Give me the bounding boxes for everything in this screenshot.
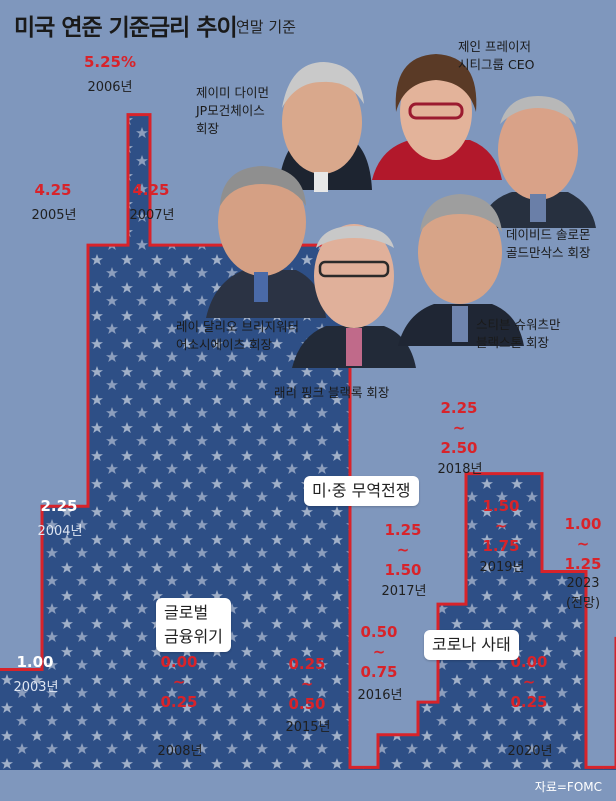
rate-label-2003: 1.00: [16, 653, 54, 671]
rate-label-2017: 1.25 ~ 1.50: [384, 521, 422, 579]
portrait-jane-fraser: [372, 54, 502, 180]
year-label-2017: 2017년: [381, 584, 427, 599]
year-label-2008: 2008년: [157, 744, 203, 759]
portrait-david-solomon: [478, 96, 596, 228]
callout-global-financial-crisis: 글로벌 금융위기: [156, 598, 231, 652]
rate-label-2007: 4.25: [132, 181, 170, 199]
rate-label-2020: 0.00 ~ 0.25: [510, 653, 548, 711]
year-label-2004: 2004년: [37, 524, 83, 539]
year-label-2019: 2019년: [479, 560, 525, 575]
callout-us-china-trade-war: 미·중 무역전쟁: [304, 476, 419, 506]
step-area-fill: [0, 114, 616, 771]
year-label-2016: 2016년: [357, 688, 403, 703]
year-label-2005: 2005년: [31, 208, 77, 223]
portrait-ray-dalio: [206, 166, 326, 318]
rate-label-2006: 5.25%: [83, 53, 137, 71]
callout-covid: 코로나 사태: [424, 630, 519, 660]
year-label-2015: 2015년: [285, 720, 331, 735]
person-label-david-solomon: 데이비드 솔로몬 골드만삭스 회장: [506, 227, 591, 260]
person-label-larry-fink: 래리 핑크 블랙록 회장: [274, 385, 390, 400]
year-label-2023: 2023 (전망): [565, 576, 601, 611]
step-bar-7: [418, 702, 438, 770]
step-line: [0, 113, 616, 769]
rate-label-2008: 0.00 ~ 0.25: [160, 653, 198, 711]
person-label-jamie-dimon: 제이미 다이먼 JP모건체이스 회장: [196, 85, 269, 136]
year-label-2007: 2007년: [129, 208, 175, 223]
step-area: [0, 113, 616, 771]
step-bar-6: [378, 735, 418, 770]
rate-label-2004: 2.25: [40, 497, 78, 515]
person-label-stephen-schwarzman: 스티븐 슈워츠만 블랙스톤 회장: [476, 317, 561, 350]
rate-label-2023: 1.00 ~ 1.25: [564, 515, 602, 573]
rate-label-2005: 4.25: [34, 181, 72, 199]
portrait-stephen-schwarzman: [398, 194, 524, 346]
year-label-2020: 2020년: [507, 744, 553, 759]
year-label-2003: 2003년: [13, 680, 59, 695]
source-note: 자료=FOMC: [534, 780, 602, 794]
rate-label-2019: 1.50 ~ 1.75: [482, 497, 520, 555]
step-bar-11: [586, 767, 616, 770]
step-bar-5: [350, 767, 378, 770]
portrait-group: [206, 54, 596, 368]
portrait-larry-fink: [292, 224, 416, 368]
chart-title: 미국 연준 기준금리 추이: [14, 15, 238, 41]
portrait-jamie-dimon: [278, 62, 372, 192]
year-label-2018: 2018년: [437, 462, 483, 477]
rate-label-2018: 2.25 ~ 2.50: [440, 399, 478, 457]
step-bar-1: [42, 506, 88, 770]
person-label-jane-fraser: 제인 프레이저 시티그룹 CEO: [458, 39, 535, 72]
chart-subtitle: 연말 기준: [236, 18, 296, 36]
person-label-ray-dalio: 레이 달리오 브리지워터 어소시에이츠 회장: [176, 319, 299, 352]
step-bar-2: [88, 245, 128, 770]
rate-label-2016: 0.50 ~ 0.75: [360, 623, 398, 681]
rate-label-2015: 0.25 ~ 0.50: [288, 655, 326, 713]
year-label-2006: 2006년: [87, 80, 133, 95]
